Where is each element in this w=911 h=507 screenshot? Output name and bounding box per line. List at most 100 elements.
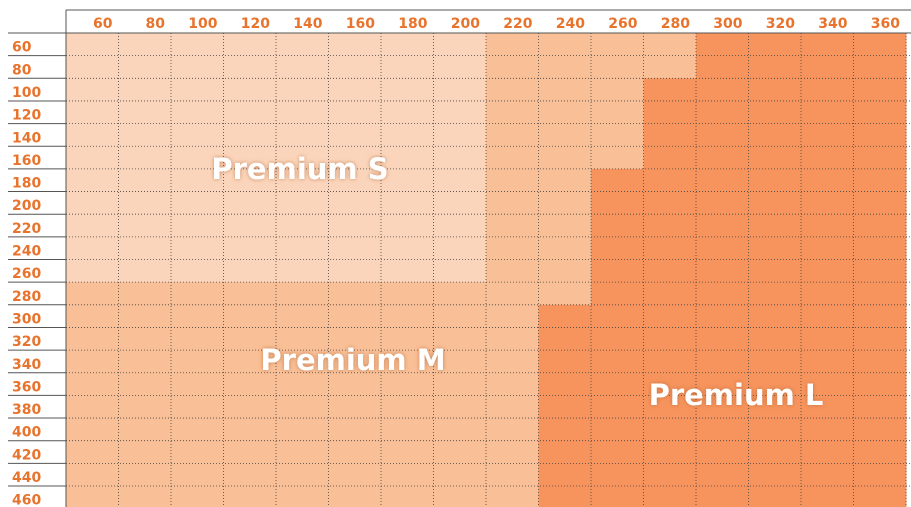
heatmap-cell <box>696 486 749 507</box>
zone-label-premium-m: Premium M <box>260 343 445 377</box>
heatmap-cell <box>538 100 592 125</box>
heatmap-cell <box>853 214 907 238</box>
heatmap-cell <box>801 214 854 238</box>
column-header-label: 80 <box>146 16 166 32</box>
heatmap-cell <box>171 191 224 215</box>
heatmap-cell <box>748 168 802 193</box>
heatmap-cell <box>223 327 277 351</box>
heatmap-cell <box>276 486 329 507</box>
row-header-label: 80 <box>12 62 32 78</box>
heatmap-cell <box>381 168 434 193</box>
heatmap-cell <box>696 146 749 170</box>
heatmap-cell <box>276 100 329 125</box>
heatmap-cell <box>748 236 802 260</box>
heatmap-cell <box>643 259 697 283</box>
heatmap-cell <box>748 33 802 57</box>
heatmap-cell <box>748 214 802 238</box>
heatmap-cell <box>223 395 277 419</box>
heatmap-cell <box>276 55 329 79</box>
heatmap-cell <box>591 236 644 260</box>
heatmap-cell <box>433 168 487 193</box>
heatmap-cell <box>381 191 434 215</box>
heatmap-cell <box>643 372 697 396</box>
heatmap-cell <box>433 191 487 215</box>
heatmap-cell <box>486 236 539 260</box>
heatmap-cell <box>748 486 802 507</box>
heatmap-cell <box>328 282 382 306</box>
heatmap-cell <box>328 418 382 442</box>
heatmap-cell <box>171 259 224 283</box>
heatmap-cell <box>276 146 329 170</box>
heatmap-cell <box>696 214 749 238</box>
row-header-label: 180 <box>12 176 41 192</box>
heatmap-cell <box>643 395 697 419</box>
heatmap-cell <box>66 146 119 170</box>
heatmap-cell <box>223 236 277 260</box>
heatmap-cell <box>328 100 382 125</box>
heatmap-cell <box>381 282 434 306</box>
heatmap-cell <box>171 463 224 487</box>
heatmap-cell <box>223 350 277 374</box>
row-header-label: 300 <box>12 311 41 327</box>
heatmap-cell <box>223 78 277 102</box>
heatmap-cell <box>538 78 592 102</box>
row-header-label: 400 <box>12 425 41 441</box>
row-header-label: 120 <box>12 108 41 124</box>
heatmap-cell <box>853 463 907 487</box>
column-header-label: 260 <box>608 16 637 32</box>
heatmap-cell <box>328 486 382 507</box>
heatmap-cell <box>276 33 329 57</box>
row-header-label: 460 <box>12 493 41 507</box>
heatmap-cell <box>276 350 329 374</box>
heatmap-cell <box>433 100 487 125</box>
heatmap-cell <box>748 191 802 215</box>
heatmap-cell <box>538 236 592 260</box>
heatmap-cell <box>433 418 487 442</box>
column-header-label: 200 <box>451 16 480 32</box>
column-header-label: 120 <box>241 16 270 32</box>
heatmap-cell <box>853 259 907 283</box>
heatmap-cell <box>276 327 329 351</box>
heatmap-cell <box>591 372 644 396</box>
heatmap-cell <box>328 214 382 238</box>
heatmap-cell <box>643 168 697 193</box>
heatmap-cell <box>643 236 697 260</box>
heatmap-cell <box>66 259 119 283</box>
heatmap-cell <box>171 100 224 125</box>
heatmap-cell <box>171 327 224 351</box>
heatmap-cell <box>223 123 277 147</box>
row-header-label: 260 <box>12 266 41 282</box>
heatmap-cell <box>381 304 434 328</box>
heatmap-cell <box>538 372 592 396</box>
heatmap-cell <box>591 78 644 102</box>
heatmap-cell <box>748 146 802 170</box>
heatmap-cell <box>591 123 644 147</box>
heatmap-cell <box>853 418 907 442</box>
heatmap-cell <box>433 259 487 283</box>
heatmap-cell <box>853 123 907 147</box>
heatmap-cell <box>381 236 434 260</box>
heatmap-cell <box>328 146 382 170</box>
heatmap-cell <box>853 100 907 125</box>
heatmap-cell <box>328 395 382 419</box>
heatmap-cell <box>801 78 854 102</box>
heatmap-cell <box>696 33 749 57</box>
heatmap-cell <box>118 350 172 374</box>
heatmap-cell <box>171 123 224 147</box>
heatmap-cell <box>433 440 487 464</box>
heatmap-cell <box>801 236 854 260</box>
heatmap-cell <box>118 372 172 396</box>
heatmap-cell <box>66 440 119 464</box>
heatmap-cell <box>538 146 592 170</box>
heatmap-cell <box>801 146 854 170</box>
column-header-label: 320 <box>766 16 795 32</box>
heatmap-cell <box>643 418 697 442</box>
column-header-label: 140 <box>293 16 322 32</box>
heatmap-cell <box>276 304 329 328</box>
heatmap-cell <box>748 123 802 147</box>
heatmap-cell <box>748 395 802 419</box>
heatmap-cell <box>433 350 487 374</box>
heatmap-cell <box>66 486 119 507</box>
